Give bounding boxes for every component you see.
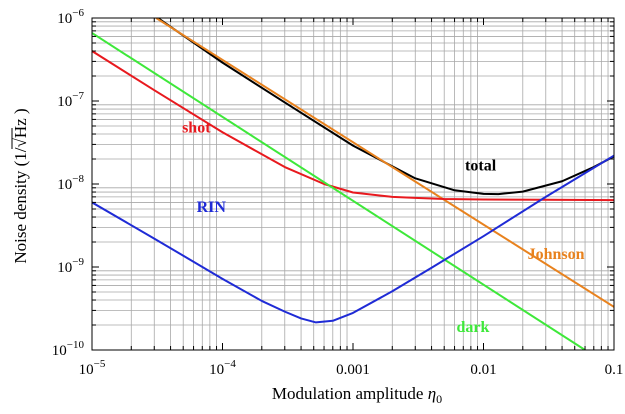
y-tick-label: 10−7 (57, 90, 84, 110)
x-tick-label: 10−4 (209, 358, 236, 378)
ticks-group: 10−5 10−4 0.001 0.01 0.1 10−10 10−9 10−8 10−7 10−… (52, 7, 624, 378)
series-line-total (157, 18, 614, 196)
x-tick-label: 0.1 (605, 362, 624, 378)
x-axis-title: Modulation amplitude η0 (272, 384, 442, 406)
y-tick-label: 10−6 (57, 7, 84, 27)
series-line-shot (92, 50, 614, 202)
x-axis-subscript: 0 (436, 392, 442, 406)
series-line-johnson (155, 18, 614, 308)
x-axis-symbol: η (428, 384, 436, 403)
y-tick-label: 10−10 (52, 339, 85, 359)
series-label-dark: dark (456, 319, 489, 336)
y-axis-title: Noise density (1/√Hz ) (11, 108, 30, 263)
y-axis-unit: Hz (11, 118, 30, 138)
series-line-dark (92, 32, 586, 350)
y-axis-sqrt-sign: √ (11, 137, 30, 147)
series-label-rin: RIN (197, 199, 227, 216)
series-labels: total shot RIN Johnson dark (182, 119, 585, 336)
y-tick-label: 10−8 (57, 173, 84, 193)
series-label-johnson: Johnson (528, 246, 585, 263)
plot-background (92, 18, 614, 350)
x-axis-title-text: Modulation amplitude (272, 384, 424, 403)
x-tick-label: 0.001 (336, 362, 370, 378)
series-label-total: total (465, 158, 497, 175)
series-line-rin (92, 154, 614, 324)
series-group (92, 18, 614, 350)
svg-text:Noise density (1/√Hz ): Noise density (1/√Hz ) (11, 108, 30, 263)
y-axis-title-text: Noise density (1/ (11, 147, 30, 263)
x-tick-label: 0.01 (470, 362, 496, 378)
series-label-shot: shot (182, 119, 211, 136)
y-tick-label: 10−9 (57, 256, 84, 276)
x-tick-label: 10−5 (79, 358, 106, 378)
y-axis-title-close: ) (11, 108, 30, 118)
